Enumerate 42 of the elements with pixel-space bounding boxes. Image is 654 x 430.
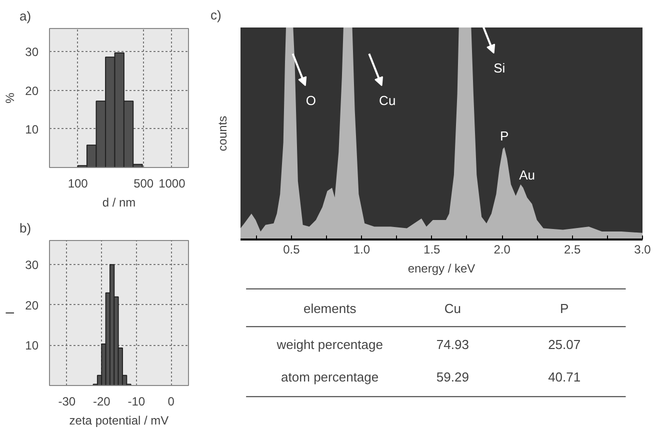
text: atom percentage — [281, 369, 379, 384]
x-tick-label: 1.0 — [353, 242, 370, 256]
y-axis-title: I — [3, 311, 18, 315]
annotation: Au — [519, 167, 536, 182]
x-tick-label: 0 — [168, 394, 175, 408]
chart-title: a) — [20, 8, 32, 24]
x-axis-title: d / nm — [102, 196, 136, 210]
chart-title: b) — [20, 220, 32, 236]
x-tick-label: 0.5 — [283, 242, 300, 256]
text: weight percentage — [276, 337, 383, 352]
x-axis-title: zeta potential / mV — [69, 414, 169, 428]
y-tick-label: 10 — [25, 338, 39, 353]
x-tick-label: -20 — [92, 394, 111, 408]
annotation: Cu — [379, 92, 396, 108]
x-tick-label: 2.0 — [494, 242, 511, 256]
x-tick-label: -10 — [128, 394, 146, 408]
x-axis-title: energy / keV — [408, 262, 476, 276]
data-label: 74.93 — [436, 337, 469, 352]
y-tick-label: 10 — [25, 122, 39, 136]
y-tick-label: 30 — [25, 258, 39, 272]
category-label: Cu — [444, 301, 461, 316]
annotation: O — [306, 92, 316, 108]
x-tick-label: -30 — [58, 394, 76, 408]
data-label: 59.29 — [436, 369, 469, 384]
x-tick-label: 3.0 — [634, 242, 652, 256]
y-tick-label: 30 — [25, 45, 39, 60]
y-tick-label: 20 — [25, 84, 39, 98]
data-label: 25.07 — [548, 337, 581, 352]
annotation: Si — [494, 60, 506, 76]
x-tick-label: 500 — [134, 176, 154, 190]
data-label: 40.71 — [548, 369, 581, 384]
chart-title: c) — [210, 8, 222, 22]
x-tick-label: 2.5 — [564, 242, 581, 256]
y-axis-title: counts — [216, 116, 230, 152]
category-label: P — [560, 301, 569, 316]
x-tick-label: 100 — [68, 176, 88, 190]
annotation: P — [500, 128, 509, 144]
y-axis-title: % — [3, 92, 18, 104]
text: elements — [303, 301, 357, 316]
x-tick-label: 1.5 — [424, 242, 441, 256]
x-tick-label: 1000 — [158, 176, 186, 190]
y-tick-label: 20 — [25, 298, 39, 312]
